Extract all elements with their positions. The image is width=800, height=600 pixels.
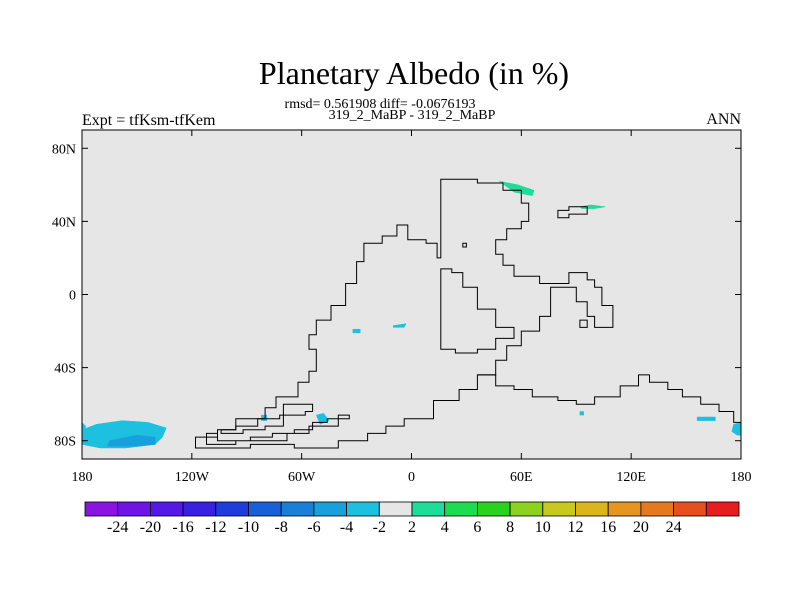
colorbar-label: -12 xyxy=(205,519,226,536)
anomaly-patch-northeast-positive xyxy=(579,204,606,209)
x-tick-label: 60E xyxy=(510,470,533,485)
colorbar-swatch xyxy=(117,501,151,517)
x-tick-label: 120E xyxy=(616,470,646,485)
colorbar-label: 20 xyxy=(633,519,649,536)
coastline-small-island-2 xyxy=(579,319,588,328)
anomaly-patch-south-indian-spot xyxy=(579,411,584,416)
colorbar-swatch xyxy=(378,501,413,517)
coastline-south-inner-ridge xyxy=(206,414,350,445)
colorbar-swatch xyxy=(476,501,511,517)
colorbar-label: -2 xyxy=(373,519,386,536)
coastline-east-gondwana xyxy=(477,374,741,423)
coastline-south-peninsula xyxy=(220,403,314,434)
x-tick-label: 180 xyxy=(72,470,93,485)
colorbar-swatch xyxy=(411,501,446,517)
colorbar: -24 -20 -16 -12 -10 -8 -6 -4 -2 2 4 6 8 10 12 16 20 24 xyxy=(84,501,740,536)
expt-label: Expt = tfKsm-tfKem xyxy=(82,112,216,129)
anomaly-patch-tropical-atlantic-small xyxy=(352,328,361,334)
colorbar-swatch xyxy=(705,501,740,517)
y-tick-label: 40N xyxy=(52,215,76,230)
anomaly-patch-south-pacific-east-spot xyxy=(696,416,716,421)
y-tick-label: 80S xyxy=(54,435,76,450)
colorbar-label: 10 xyxy=(535,519,551,536)
case-line: 319_2_MaBP - 319_2_MaBP xyxy=(329,108,496,123)
colorbar-label: 16 xyxy=(600,519,616,536)
coastline-small-island-1 xyxy=(462,242,467,248)
colorbar-label: -10 xyxy=(238,519,259,536)
colorbar-label: -20 xyxy=(140,519,161,536)
colorbar-swatch xyxy=(84,501,119,517)
anomaly-patch-south-atlantic-spot xyxy=(315,413,330,425)
x-tick-label: 60W xyxy=(288,470,316,485)
colorbar-label: 2 xyxy=(408,519,416,536)
anomaly-patch-tropical-atlantic-spot xyxy=(392,323,407,328)
y-tick-label: 0 xyxy=(69,289,76,304)
colorbar-label: -24 xyxy=(107,519,128,536)
colorbar-label: -16 xyxy=(172,519,193,536)
colorbar-swatch xyxy=(280,501,315,517)
colorbar-label: 12 xyxy=(568,519,584,536)
colorbar-swatch xyxy=(248,501,282,517)
colorbar-label: -8 xyxy=(275,519,288,536)
colorbar-label: 4 xyxy=(441,519,449,536)
colorbar-swatch xyxy=(346,501,380,517)
colorbar-swatch xyxy=(313,501,347,517)
colorbar-swatch xyxy=(182,501,217,517)
colorbar-label: -4 xyxy=(340,519,353,536)
colorbar-swatch xyxy=(575,501,609,517)
colorbar-swatch xyxy=(640,501,675,517)
chart-title: Planetary Albedo (in %) xyxy=(259,55,569,91)
x-axis: 180 120W 60W 0 60E 120E 180 xyxy=(72,130,752,485)
map-background xyxy=(82,130,741,459)
colorbar-swatch xyxy=(542,501,576,517)
colorbar-swatch xyxy=(444,501,478,517)
colorbar-label: -6 xyxy=(307,519,320,536)
coastline-ne-island xyxy=(557,206,588,219)
anomaly-patch-south-atlantic-small xyxy=(261,414,268,421)
x-tick-label: 120W xyxy=(175,470,210,485)
anomaly-patch-south-pacific-core xyxy=(107,434,156,447)
colorbar-swatch xyxy=(673,501,707,517)
colorbar-label: 24 xyxy=(666,519,682,536)
colorbar-swatch xyxy=(149,501,184,517)
x-tick-label: 180 xyxy=(731,470,752,485)
anomaly-layer xyxy=(81,180,742,449)
y-tick-label: 40S xyxy=(54,362,76,377)
colorbar-swatch xyxy=(215,501,249,517)
coastline-tethys-inner xyxy=(440,268,515,354)
coastline-pangaea-main xyxy=(195,178,614,449)
colorbar-swatch xyxy=(607,501,642,517)
season-label: ANN xyxy=(706,111,741,128)
x-tick-label: 0 xyxy=(408,470,415,485)
y-axis: 80N 40N 0 40S 80S xyxy=(52,142,741,450)
colorbar-label: 6 xyxy=(473,519,481,536)
y-tick-label: 80N xyxy=(52,142,76,157)
colorbar-swatch xyxy=(509,501,544,517)
coastline-layer xyxy=(195,178,741,449)
stats-line: rmsd= 0.561908 diff= -0.0676193 xyxy=(285,97,476,112)
colorbar-label: 8 xyxy=(506,519,514,536)
